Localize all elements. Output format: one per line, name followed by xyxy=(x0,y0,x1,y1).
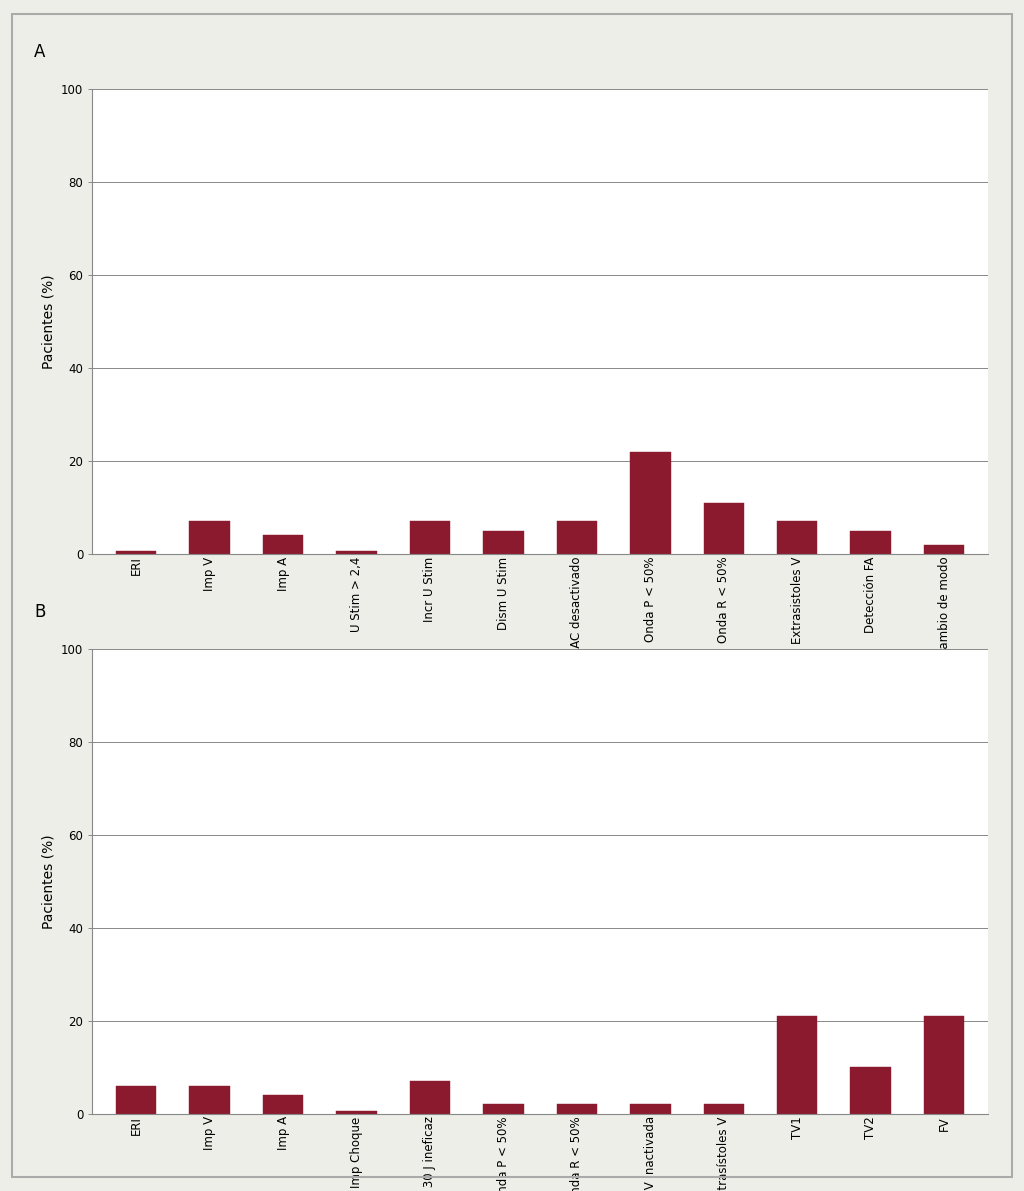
Bar xyxy=(777,522,817,554)
Bar xyxy=(630,451,671,554)
Bar xyxy=(263,535,303,554)
Text: A: A xyxy=(34,43,45,62)
Bar xyxy=(410,522,451,554)
Y-axis label: Pacientes (%): Pacientes (%) xyxy=(41,834,55,929)
Bar xyxy=(483,1104,523,1114)
Bar xyxy=(336,1111,377,1114)
Bar xyxy=(189,1086,229,1114)
Bar xyxy=(483,530,523,554)
Bar xyxy=(851,530,891,554)
Bar xyxy=(703,1104,744,1114)
Bar xyxy=(189,522,229,554)
Bar xyxy=(410,1081,451,1114)
Bar xyxy=(557,1104,597,1114)
Bar xyxy=(557,522,597,554)
Bar xyxy=(116,1086,157,1114)
Text: B: B xyxy=(34,603,45,622)
Bar xyxy=(116,551,157,554)
Bar xyxy=(336,551,377,554)
Bar xyxy=(703,503,744,554)
Bar xyxy=(630,1104,671,1114)
Bar xyxy=(924,1016,965,1114)
Bar xyxy=(777,1016,817,1114)
Y-axis label: Pacientes (%): Pacientes (%) xyxy=(41,274,55,369)
Bar xyxy=(924,544,965,554)
Bar xyxy=(851,1067,891,1114)
Bar xyxy=(263,1095,303,1114)
